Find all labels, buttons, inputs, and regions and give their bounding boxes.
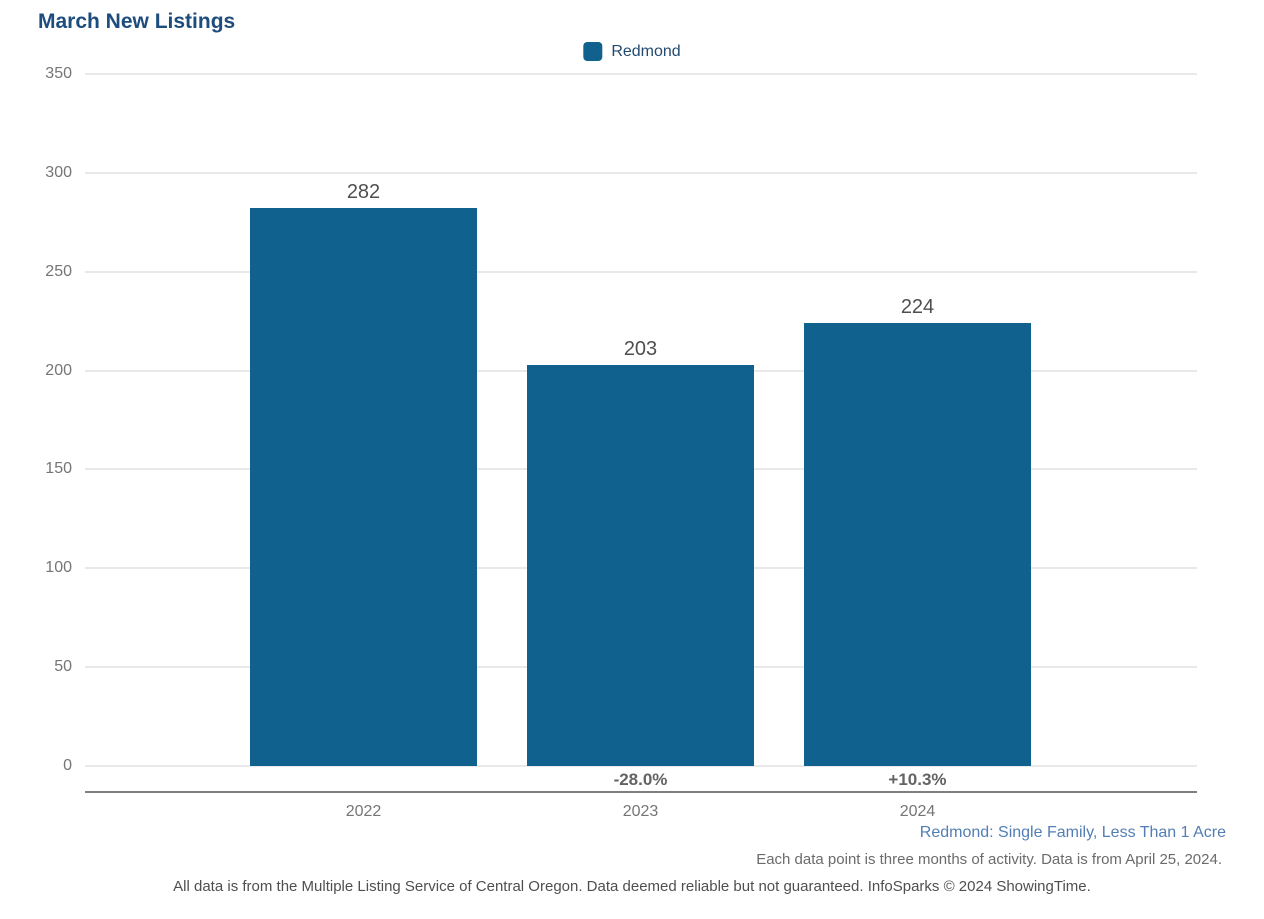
y-axis-tick-label-150: 150 [45,460,72,478]
y-axis-tick-label-200: 200 [45,361,72,379]
y-axis-tick-label-0: 0 [63,757,72,774]
gridline-350 [85,73,1197,75]
bar-2022[interactable] [250,208,477,766]
footnote-data-note: Each data point is three months of activ… [756,851,1222,868]
plot-area: 282 203 -28.0% 224 +10.3% [85,73,1197,789]
x-axis-label-2022: 2022 [345,803,382,820]
x-axis-label-2023: 2023 [622,803,659,820]
bar-2024[interactable] [804,323,1031,766]
y-axis-tick-label-250: 250 [45,262,72,280]
gridline-250 [85,270,1197,273]
legend-label-redmond: Redmond [611,42,681,60]
y-axis-tick-label-300: 300 [45,163,72,181]
pct-change-label-2024: +10.3% [888,770,947,789]
bar-value-label-2022: 282 [346,181,381,204]
footnote-disclaimer: All data is from the Multiple Listing Se… [173,878,1091,895]
bar-value-label-2024: 224 [900,296,935,319]
gridline-0 [85,765,1197,767]
chart-title: March New Listings [38,10,236,33]
footnote-filter-description: Redmond: Single Family, Less Than 1 Acre [919,824,1226,841]
bar-value-label-2023: 203 [623,337,658,360]
legend-swatch-redmond-icon [583,42,603,61]
bar-2023[interactable] [527,364,754,766]
y-axis-tick-label-350: 350 [45,65,72,82]
x-axis-line [85,791,1197,793]
legend[interactable]: Redmond [583,42,681,61]
y-axis-tick-label-100: 100 [45,559,72,577]
x-axis-label-2024: 2024 [899,803,936,820]
y-axis: 0 50 100 150 200 250 300 350 [0,65,72,774]
pct-change-label-2023: -28.0% [613,770,668,789]
y-axis-tick-label-50: 50 [54,658,72,676]
gridline-300 [85,171,1197,174]
